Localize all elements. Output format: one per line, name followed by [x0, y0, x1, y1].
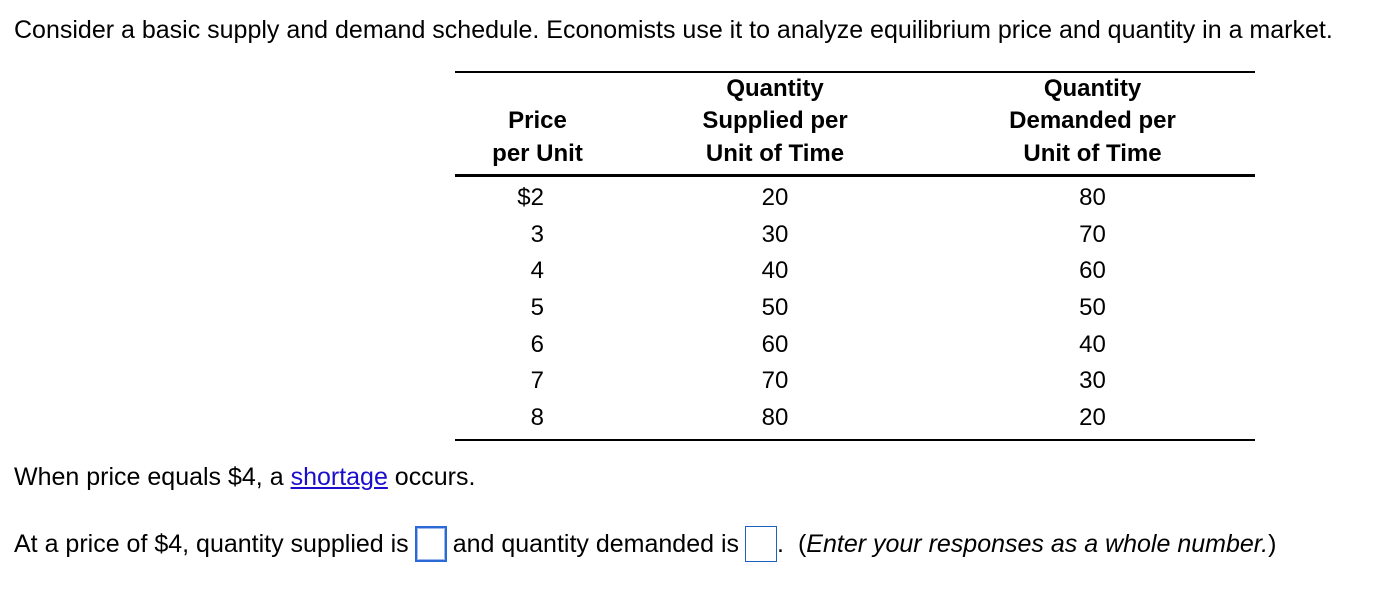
statement-prefix: When price equals $4, a: [14, 463, 291, 491]
table-row: 3 30 70: [455, 217, 1255, 254]
header-supplied-line: Supplied per: [702, 107, 848, 134]
quantity-supplied-cell: 50: [761, 294, 789, 322]
header-price-line: Price: [508, 107, 567, 134]
whole-number-hint: Enter your responses as a whole number.: [806, 530, 1269, 558]
quantity-supplied-cell: 40: [761, 257, 789, 285]
shortage-link[interactable]: shortage: [290, 463, 388, 491]
header-supplied-line: Quantity: [726, 74, 824, 102]
header-demanded-line: Quantity: [1043, 74, 1142, 102]
price-cell: 5: [530, 294, 544, 322]
question-text-part2: and quantity demanded is: [452, 530, 740, 558]
quantity-supplied-cell: 20: [761, 184, 789, 212]
question-prompt: At a price of $4, quantity supplied is a…: [14, 526, 1276, 562]
price-cell: 4: [530, 257, 544, 285]
hint-open-paren: (: [797, 530, 807, 558]
quantity-supplied-input[interactable]: [414, 526, 447, 562]
header-demanded-line: Unit of Time: [1023, 139, 1162, 167]
quantity-demanded-cell: 80: [1079, 184, 1106, 212]
price-cell: 3: [530, 220, 544, 248]
quantity-demanded-cell: 30: [1079, 367, 1106, 395]
table-row: 6 60 40: [455, 326, 1255, 363]
supply-demand-table: Price per Unit Quantity Supplied per Uni…: [455, 71, 1255, 442]
quantity-demanded-cell: 50: [1079, 294, 1106, 322]
statement-suffix: occurs.: [387, 463, 476, 491]
quantity-demanded-input[interactable]: [745, 526, 778, 562]
quantity-supplied-cell: 30: [761, 220, 789, 248]
shortage-statement: When price equals $4, a shortage occurs.: [14, 461, 475, 493]
quantity-demanded-cell: 60: [1079, 257, 1106, 285]
price-cell: $2: [517, 184, 544, 212]
table-row: 8 80 20: [455, 400, 1255, 437]
table-row: 5 50 50: [455, 290, 1255, 327]
header-quantity-demanded: Quantity Demanded per Unit of Time: [930, 73, 1255, 171]
table-row: $2 20 80: [455, 180, 1255, 217]
table-body: $2 20 80 3 30 70 4 40 60 5 50 50 6 60 40…: [455, 177, 1255, 439]
quantity-demanded-cell: 70: [1079, 220, 1106, 248]
quantity-supplied-cell: 70: [761, 367, 789, 395]
table-header: Price per Unit Quantity Supplied per Uni…: [455, 73, 1255, 177]
price-cell: 8: [530, 403, 544, 431]
table-row: 4 40 60: [455, 253, 1255, 290]
header-supplied-line: Unit of Time: [705, 139, 845, 167]
question-text-part1: At a price of $4, quantity supplied is: [14, 530, 409, 558]
question-text-part3: .: [777, 530, 784, 558]
header-demanded-line: Demanded per: [1009, 107, 1176, 134]
quantity-supplied-cell: 80: [761, 403, 789, 431]
quantity-supplied-cell: 60: [761, 330, 789, 358]
header-price-line: per Unit: [492, 139, 583, 167]
price-cell: 6: [530, 330, 544, 358]
quantity-demanded-cell: 20: [1079, 403, 1106, 431]
price-cell: 7: [530, 367, 544, 395]
problem-intro: Consider a basic supply and demand sched…: [14, 16, 1333, 44]
header-quantity-supplied: Quantity Supplied per Unit of Time: [620, 73, 930, 171]
table-row: 7 70 30: [455, 363, 1255, 400]
quantity-demanded-cell: 40: [1079, 330, 1106, 358]
header-price: Price per Unit: [455, 105, 620, 170]
hint-close-paren: ): [1268, 530, 1277, 558]
